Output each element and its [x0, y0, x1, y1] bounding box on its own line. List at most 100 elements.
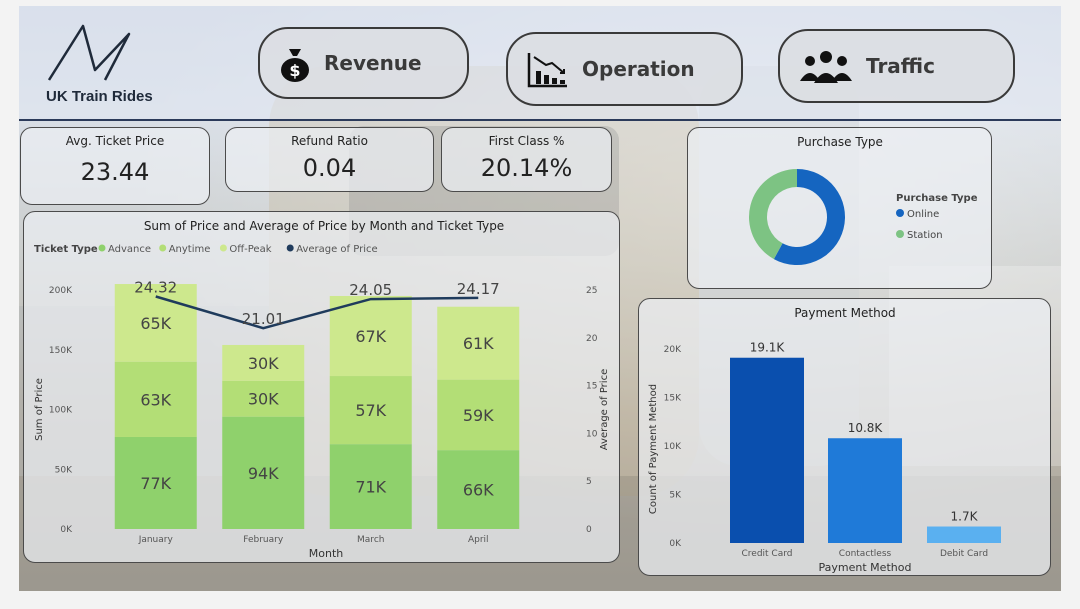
x-tick-label: February	[243, 535, 284, 545]
y2-axis-label: Average of Price	[599, 369, 610, 450]
bar-segment-advance[interactable]	[437, 450, 520, 529]
bar-data-label: 94K	[248, 464, 279, 483]
line-data-label: 24.32	[134, 279, 177, 297]
x-axis-label: Month	[309, 547, 344, 560]
bar-data-label: 30K	[248, 354, 279, 373]
nav-traffic-label: Traffic	[866, 54, 935, 78]
x-tick-label: Credit Card	[742, 549, 793, 559]
y-tick-label: 20K	[664, 345, 682, 355]
line-data-label: 24.05	[349, 281, 392, 299]
chart-title: Payment Method	[794, 306, 895, 320]
y-axis-label: Count of Payment Method	[648, 384, 659, 514]
y-tick-label: 150K	[49, 346, 73, 356]
kpi-value: 20.14%	[480, 154, 573, 182]
x-tick-label: March	[357, 535, 384, 545]
money-bag-icon: $	[281, 49, 309, 82]
bar-data-label: 77K	[140, 474, 171, 493]
chart-title: Sum of Price and Average of Price by Mon…	[144, 219, 504, 233]
kpi-card-refund-ratio: Refund Ratio 0.04	[225, 127, 434, 192]
header-divider	[19, 119, 1061, 121]
bar-data-label: 71K	[355, 478, 386, 497]
x-tick-label: April	[468, 535, 489, 545]
nav-operation-label: Operation	[582, 57, 695, 81]
logo-text: UK Train Rides	[46, 88, 153, 105]
nav-traffic-button[interactable]: Traffic	[778, 29, 1015, 103]
legend-title: Ticket Type	[34, 244, 98, 255]
x-axis-label: Payment Method	[819, 561, 912, 574]
y-tick-label: 100K	[49, 406, 73, 416]
legend-marker	[219, 244, 227, 252]
nav-revenue-button[interactable]: $ Revenue	[258, 27, 469, 99]
nav-revenue-label: Revenue	[324, 51, 422, 75]
bar-data-label: 1.7K	[951, 510, 979, 524]
chart-title: Purchase Type	[797, 135, 883, 149]
payment-method-chart-card: Payment Method 0K 5K 10K 15K 20K Count of Paym…	[638, 298, 1051, 576]
payment-method-chart: Payment Method 0K 5K 10K 15K 20K Count of Paym…	[648, 306, 1001, 574]
legend-item[interactable]: Advance	[108, 244, 151, 255]
bar-segment-advance[interactable]	[329, 444, 412, 529]
legend-marker	[896, 230, 904, 238]
kpi-label: First Class %	[488, 134, 565, 148]
bar-segment-advance[interactable]	[222, 416, 305, 529]
bar-segment-off-peak[interactable]	[329, 295, 412, 377]
bar-data-label: 57K	[355, 401, 386, 420]
bar-segment-advance[interactable]	[114, 436, 197, 529]
donut-slice-online[interactable]	[773, 169, 845, 265]
chart-down-icon	[527, 53, 567, 88]
legend-title: Purchase Type	[896, 193, 978, 204]
y2-tick-label: 25	[586, 286, 597, 296]
bar-segment-anytime[interactable]	[329, 376, 412, 445]
bar-segment-off-peak[interactable]	[222, 344, 305, 381]
bar-contactless[interactable]	[828, 438, 902, 543]
x-tick-label: Debit Card	[940, 549, 988, 559]
y-tick-label: 200K	[49, 286, 73, 296]
y2-tick-label: 0	[586, 525, 592, 535]
legend-marker	[98, 244, 106, 252]
bar-segment-anytime[interactable]	[222, 380, 305, 417]
bar-data-label: 67K	[355, 327, 386, 346]
legend-marker	[896, 209, 904, 217]
bar-segment-anytime[interactable]	[437, 379, 520, 451]
y-tick-label: 0K	[669, 539, 682, 549]
bar-debit-card[interactable]	[927, 526, 1001, 543]
y-tick-label: 50K	[55, 465, 73, 475]
svg-text:$: $	[289, 61, 300, 80]
bar-data-label: 30K	[248, 390, 279, 409]
legend-marker	[286, 244, 294, 252]
legend-item[interactable]: Online	[907, 209, 939, 220]
x-tick-label: Contactless	[839, 549, 892, 559]
price-by-month-chart: Sum of Price and Average of Price by Mon…	[34, 219, 610, 560]
bar-segment-off-peak[interactable]	[437, 306, 520, 380]
average-price-line	[155, 295, 479, 330]
legend-item[interactable]: Station	[907, 230, 943, 241]
y-axis-label: Sum of Price	[34, 378, 45, 441]
line-data-label: 24.17	[457, 280, 500, 298]
legend-item[interactable]: Off-Peak	[229, 244, 271, 255]
y2-tick-label: 10	[586, 429, 598, 439]
purchase-type-chart: Purchase Type Purchase Type Online Station	[749, 135, 978, 265]
bar-data-label: 59K	[463, 406, 494, 425]
bar-credit-card[interactable]	[730, 357, 804, 543]
kpi-label: Avg. Ticket Price	[65, 134, 165, 148]
purchase-type-chart-card: Purchase Type Purchase Type Online Station	[687, 127, 992, 289]
bar-data-label: 65K	[140, 314, 171, 333]
y-tick-label: 15K	[664, 394, 682, 404]
legend-item[interactable]: Average of Price	[296, 244, 377, 255]
kpi-card-first-class: First Class % 20.14%	[441, 127, 612, 192]
legend-marker	[159, 244, 167, 252]
y-tick-label: 10K	[664, 442, 682, 452]
nav-operation-button[interactable]: Operation	[506, 32, 743, 106]
y-tick-label: 5K	[669, 491, 682, 501]
bar-data-label: 19.1K	[750, 341, 786, 355]
people-icon	[800, 51, 852, 83]
legend-item[interactable]: Anytime	[169, 244, 211, 255]
kpi-label: Refund Ratio	[291, 134, 368, 148]
bar-segment-anytime[interactable]	[114, 361, 197, 437]
bar-data-label: 10.8K	[848, 421, 884, 435]
bar-data-label: 66K	[463, 481, 494, 500]
y2-tick-label: 15	[586, 382, 597, 392]
logo-icon	[47, 24, 131, 81]
kpi-value: 0.04	[302, 154, 357, 182]
donut-slice-station[interactable]	[749, 169, 797, 260]
x-tick-label: January	[138, 535, 174, 545]
